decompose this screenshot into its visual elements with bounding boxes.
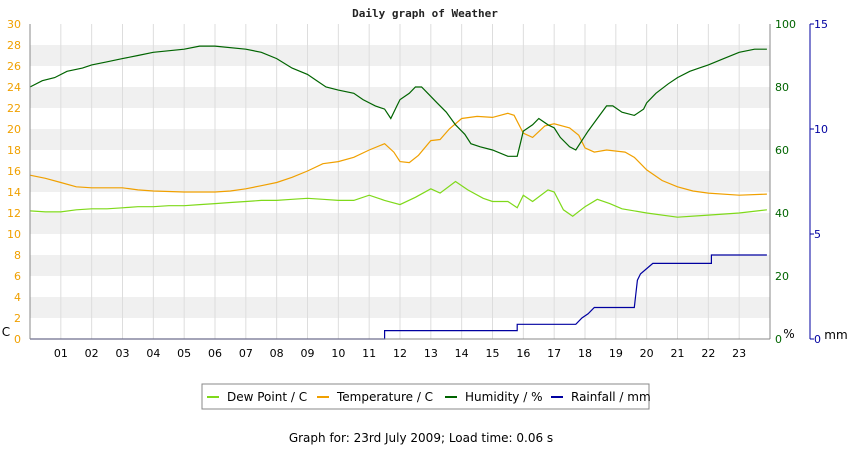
series-line-dew-point — [29, 180, 767, 218]
humidity-axis-unit: % — [783, 327, 794, 341]
left-tick-label: 0 — [14, 333, 21, 346]
left-tick-label: 4 — [14, 291, 21, 304]
x-axis-ticks: 01 02 03 04 05 06 07 08 09 10 11 12 13 14 15 16 17 18 19 20… — [54, 347, 746, 360]
x-tick-label: 19 — [609, 347, 623, 360]
left-tick-label: 26 — [7, 60, 21, 73]
x-tick-label: 03 — [116, 347, 130, 360]
x-tick-label: 18 — [578, 347, 592, 360]
left-tick-label: 30 — [7, 18, 21, 31]
left-tick-label: 24 — [7, 81, 21, 94]
x-tick-label: 22 — [701, 347, 715, 360]
x-tick-label: 10 — [331, 347, 345, 360]
left-axis-unit: C — [2, 325, 10, 339]
humidity-tick-label: 100 — [775, 18, 796, 31]
footer-text: Graph for: 23rd July 2009; Load time: 0.… — [289, 431, 553, 445]
x-tick-label: 07 — [239, 347, 253, 360]
rain-tick-label: 15 — [814, 18, 828, 31]
x-tick-label: 17 — [547, 347, 561, 360]
axes — [29, 24, 811, 340]
legend-label-humidity: Humidity / % — [465, 390, 542, 404]
left-tick-label: 10 — [7, 228, 21, 241]
x-tick-label: 14 — [455, 347, 469, 360]
x-tick-label: 21 — [671, 347, 685, 360]
series-line-humidity — [29, 45, 767, 157]
rain-axis-ticks: 0 5 10 15 — [810, 18, 828, 346]
rain-tick-label: 5 — [814, 228, 821, 241]
left-tick-label: 8 — [14, 249, 21, 262]
rain-tick-label: 10 — [814, 123, 828, 136]
humidity-tick-label: 0 — [775, 333, 782, 346]
x-tick-label: 01 — [54, 347, 68, 360]
series-line-rainfall — [30, 254, 767, 340]
x-tick-label: 05 — [177, 347, 191, 360]
rain-axis-unit: mm — [824, 328, 847, 342]
legend-label-dew-point: Dew Point / C — [227, 390, 307, 404]
legend-label-temperature: Temperature / C — [336, 390, 433, 404]
left-tick-label: 28 — [7, 39, 21, 52]
left-tick-label: 2 — [14, 312, 21, 325]
series-line-temperature — [29, 112, 767, 196]
x-tick-label: 09 — [301, 347, 315, 360]
humidity-axis-ticks: 0 20 40 60 80 100 — [775, 18, 796, 346]
x-tick-label: 15 — [486, 347, 500, 360]
left-tick-label: 14 — [7, 186, 21, 199]
x-tick-label: 12 — [393, 347, 407, 360]
legend-box — [201, 383, 650, 410]
x-tick-label: 16 — [516, 347, 530, 360]
left-tick-label: 22 — [7, 102, 21, 115]
left-tick-label: 12 — [7, 207, 21, 220]
x-tick-label: 04 — [146, 347, 160, 360]
humidity-tick-label: 60 — [775, 144, 789, 157]
legend: Dew Point / C Temperature / C Humidity /… — [201, 383, 651, 410]
chart-title: Daily graph of Weather — [352, 7, 498, 20]
humidity-tick-label: 40 — [775, 207, 789, 220]
humidity-tick-label: 80 — [775, 81, 789, 94]
x-tick-label: 13 — [424, 347, 438, 360]
legend-label-rainfall: Rainfall / mm — [571, 390, 651, 404]
left-tick-label: 20 — [7, 123, 21, 136]
x-tick-label: 11 — [362, 347, 376, 360]
left-tick-label: 16 — [7, 165, 21, 178]
left-tick-label: 18 — [7, 144, 21, 157]
x-tick-label: 02 — [85, 347, 99, 360]
humidity-tick-label: 20 — [775, 270, 789, 283]
series-layer — [29, 45, 767, 340]
rain-tick-label: 0 — [814, 333, 821, 346]
x-tick-label: 06 — [208, 347, 222, 360]
x-tick-label: 08 — [270, 347, 284, 360]
left-tick-label: 6 — [14, 270, 21, 283]
x-tick-label: 23 — [732, 347, 746, 360]
x-tick-label: 20 — [640, 347, 654, 360]
vertical-grid — [60, 24, 740, 339]
